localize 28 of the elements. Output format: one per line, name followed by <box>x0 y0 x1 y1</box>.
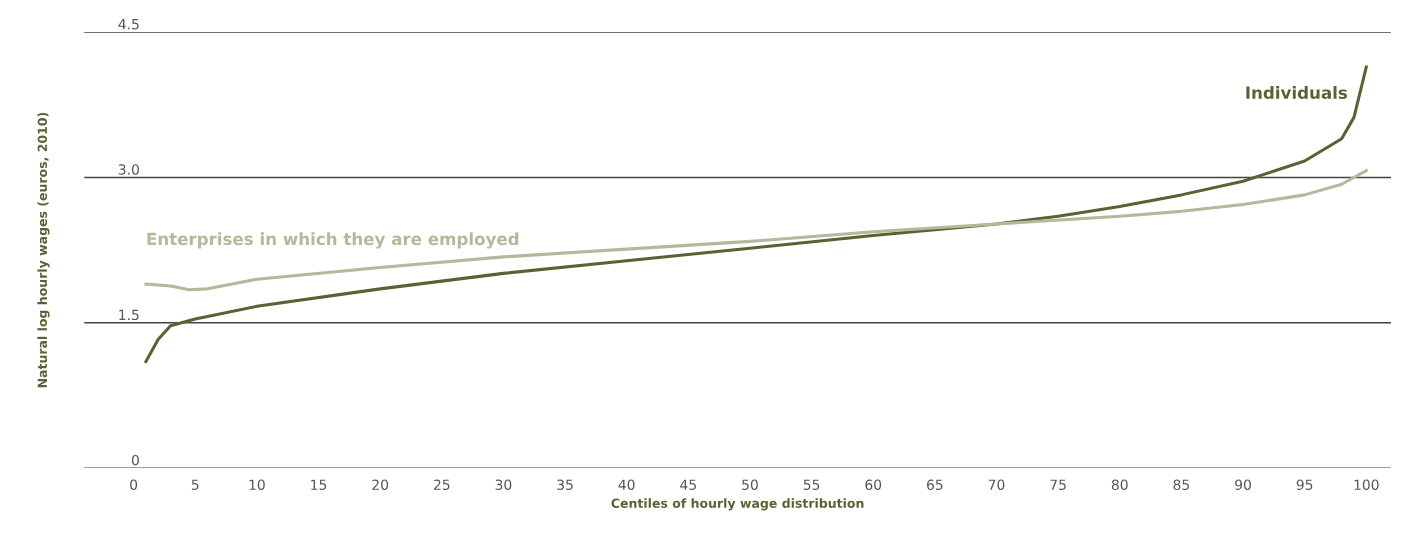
x-axis-title: Centiles of hourly wage distribution <box>611 498 864 511</box>
x-tick-label: 95 <box>1296 479 1313 490</box>
x-tick-label: 40 <box>618 479 635 490</box>
x-tick-label: 35 <box>557 479 573 490</box>
x-tick-label: 10 <box>249 479 265 490</box>
x-tick-label: 50 <box>742 479 758 490</box>
y-tick-label: 4.5 <box>118 19 139 30</box>
x-tick-label: 90 <box>1235 479 1251 490</box>
x-tick-label: 75 <box>1050 479 1066 490</box>
x-tick-label: 100 <box>1354 479 1379 490</box>
series-label: Enterprises in which they are employed <box>147 232 519 249</box>
x-tick-label: 45 <box>680 479 696 490</box>
x-tick-label: 30 <box>495 479 512 490</box>
x-tick-label: 25 <box>433 479 450 490</box>
x-tick-label: 60 <box>865 479 882 490</box>
series-label: Individuals <box>1246 86 1348 99</box>
x-tick-label: 85 <box>1173 479 1190 490</box>
x-tick-label: 80 <box>1111 479 1128 490</box>
x-tick-label: 65 <box>926 479 943 490</box>
x-tick-label: 20 <box>372 479 389 490</box>
y-axis-title: Natural log hourly wages (euros, 2010) <box>37 112 50 388</box>
y-tick-label: 1.5 <box>119 309 139 321</box>
y-tick-label: 0 <box>131 454 139 466</box>
y-tick-label: 3.0 <box>118 164 139 175</box>
x-tick-label: 15 <box>311 479 327 490</box>
x-tick-label: 70 <box>988 479 1005 490</box>
x-tick-label: 5 <box>191 479 199 490</box>
x-tick-label: 55 <box>803 479 820 490</box>
